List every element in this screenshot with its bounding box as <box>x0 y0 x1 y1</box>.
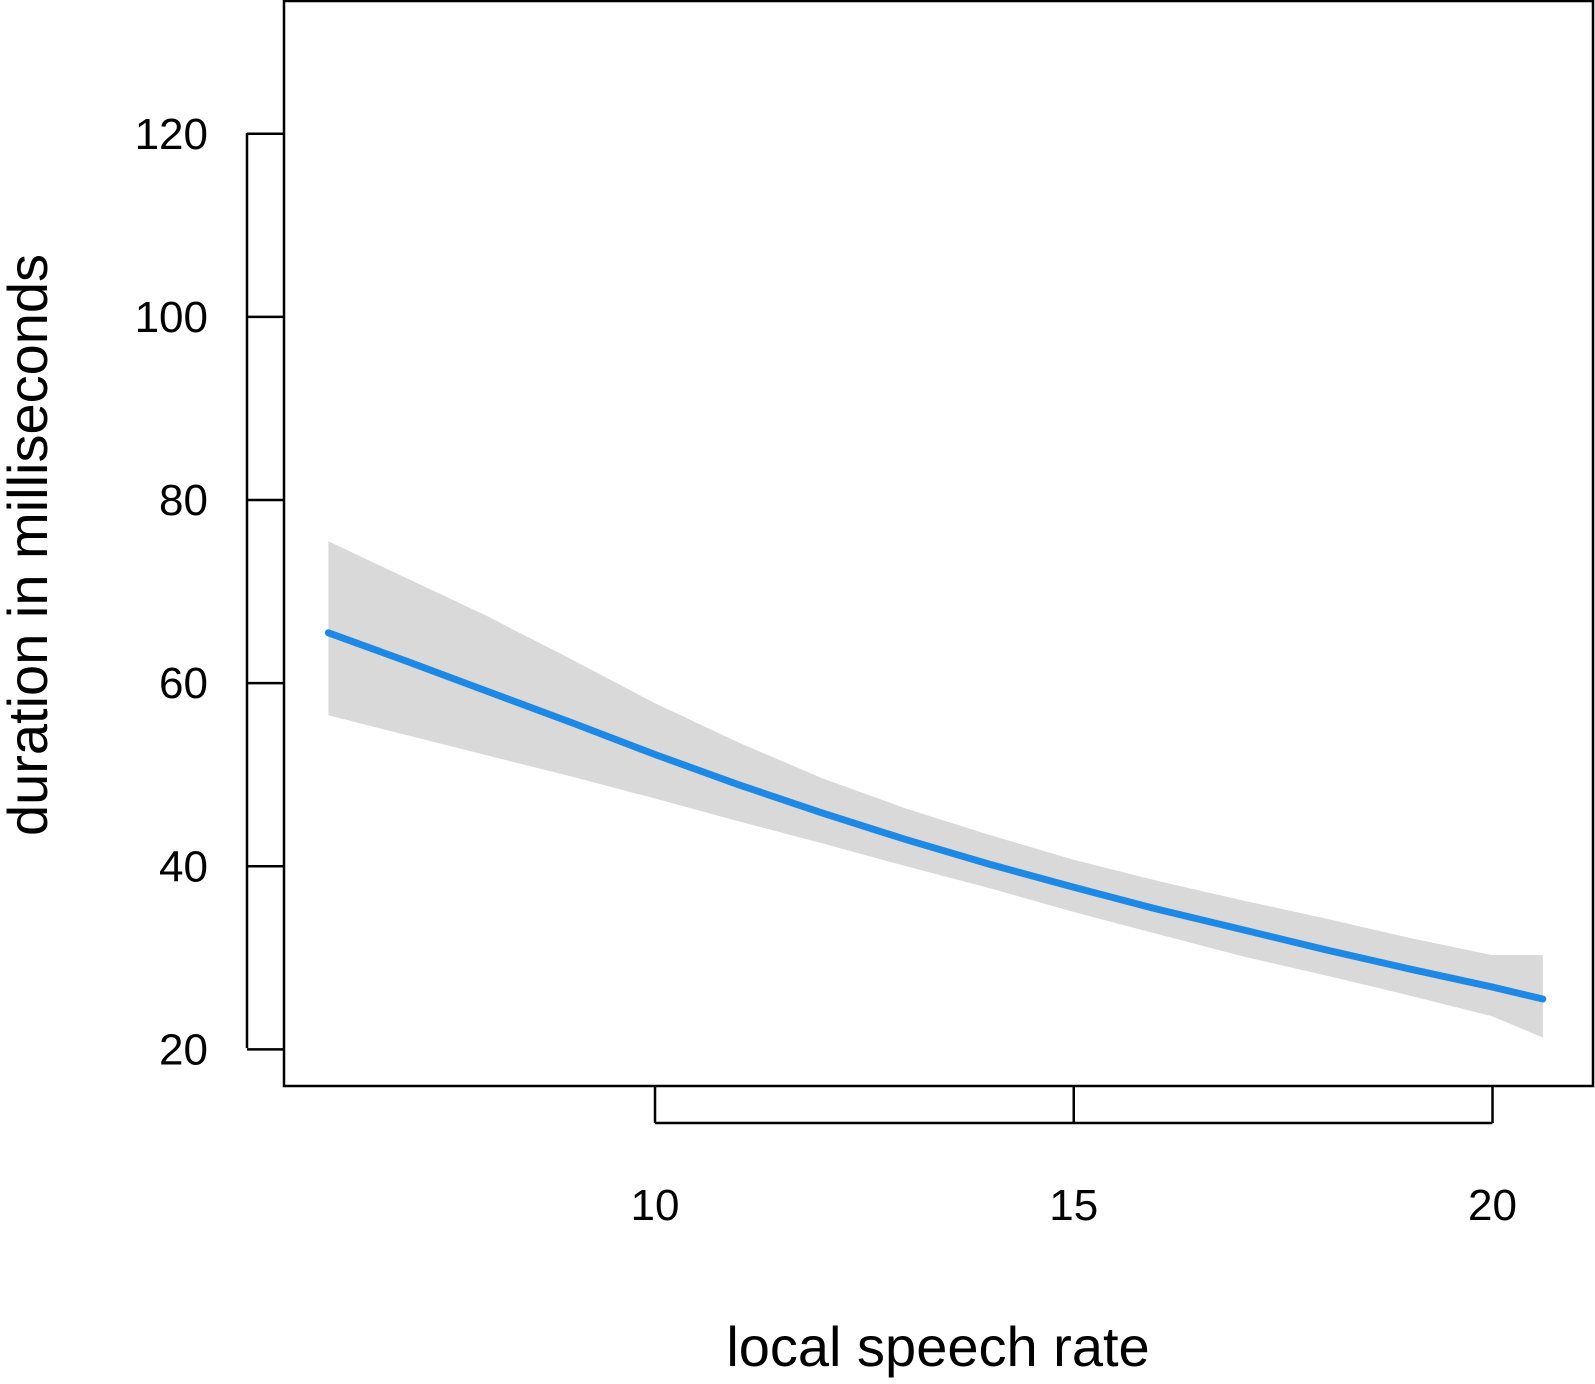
x-tick-label: 15 <box>1049 1181 1098 1230</box>
confidence-band <box>328 541 1543 1038</box>
y-axis-title: duration in milliseconds <box>0 254 59 836</box>
y-ticks: 20 40 60 80 100 120 <box>135 110 284 1074</box>
y-tick-label: 60 <box>159 659 208 708</box>
y-axis: 20 40 60 80 100 120 <box>135 110 284 1074</box>
y-tick-label: 40 <box>159 842 208 891</box>
x-axis: 10 15 20 <box>631 1086 1517 1230</box>
x-tick-label: 20 <box>1468 1181 1517 1230</box>
y-tick-label: 120 <box>135 110 208 159</box>
y-tick-label: 20 <box>159 1025 208 1074</box>
x-ticks: 10 15 20 <box>631 1086 1517 1230</box>
x-tick-label: 10 <box>631 1181 680 1230</box>
y-tick-label: 100 <box>135 293 208 342</box>
y-tick-label: 80 <box>159 476 208 525</box>
x-axis-title: local speech rate <box>726 1315 1149 1378</box>
plot-frame <box>282 0 1595 1088</box>
series-line <box>324 629 1547 1003</box>
